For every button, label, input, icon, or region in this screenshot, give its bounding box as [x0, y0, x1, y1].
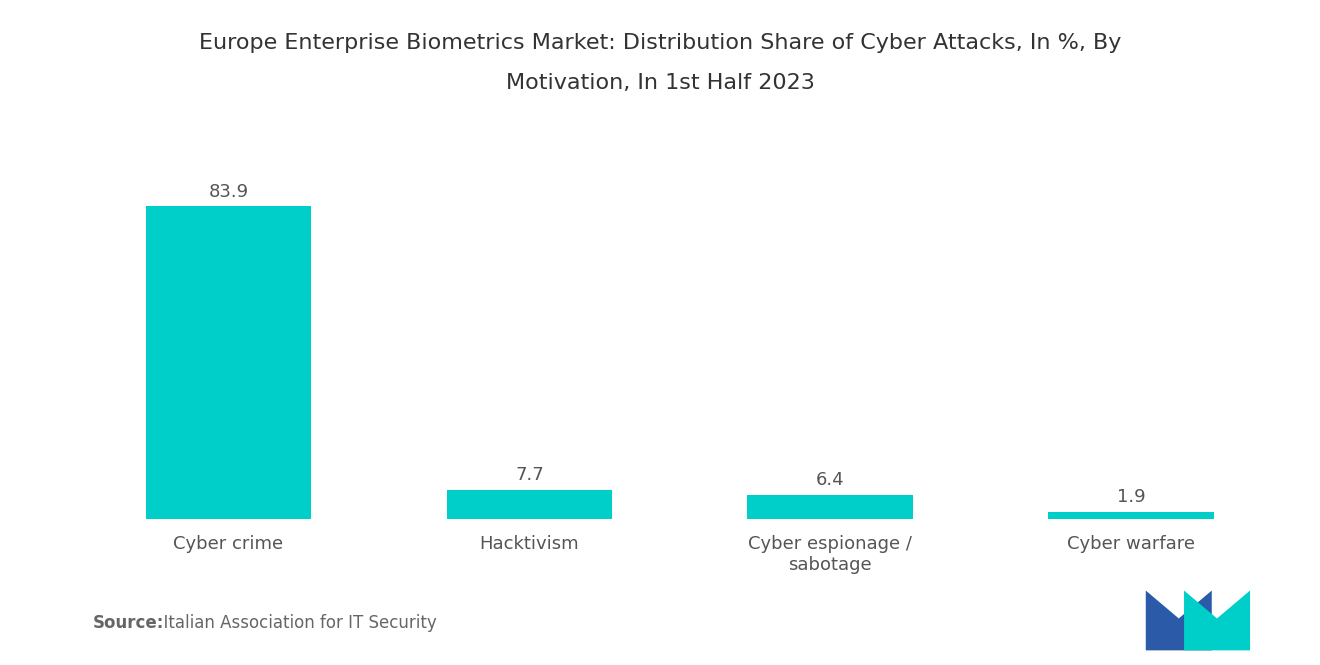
Bar — [446, 490, 612, 519]
Text: 1.9: 1.9 — [1117, 488, 1146, 506]
Text: 83.9: 83.9 — [209, 183, 248, 201]
Text: 7.7: 7.7 — [515, 466, 544, 484]
Text: Source:: Source: — [92, 614, 164, 632]
Text: 6.4: 6.4 — [816, 471, 845, 489]
Polygon shape — [1184, 591, 1250, 650]
Text: Italian Association for IT Security: Italian Association for IT Security — [153, 614, 437, 632]
Bar — [1048, 511, 1214, 519]
Bar — [747, 495, 913, 519]
Text: Motivation, In 1st Half 2023: Motivation, In 1st Half 2023 — [506, 73, 814, 93]
Text: Europe Enterprise Biometrics Market: Distribution Share of Cyber Attacks, In %, : Europe Enterprise Biometrics Market: Dis… — [199, 33, 1121, 53]
Bar — [145, 206, 312, 519]
Polygon shape — [1146, 591, 1212, 650]
